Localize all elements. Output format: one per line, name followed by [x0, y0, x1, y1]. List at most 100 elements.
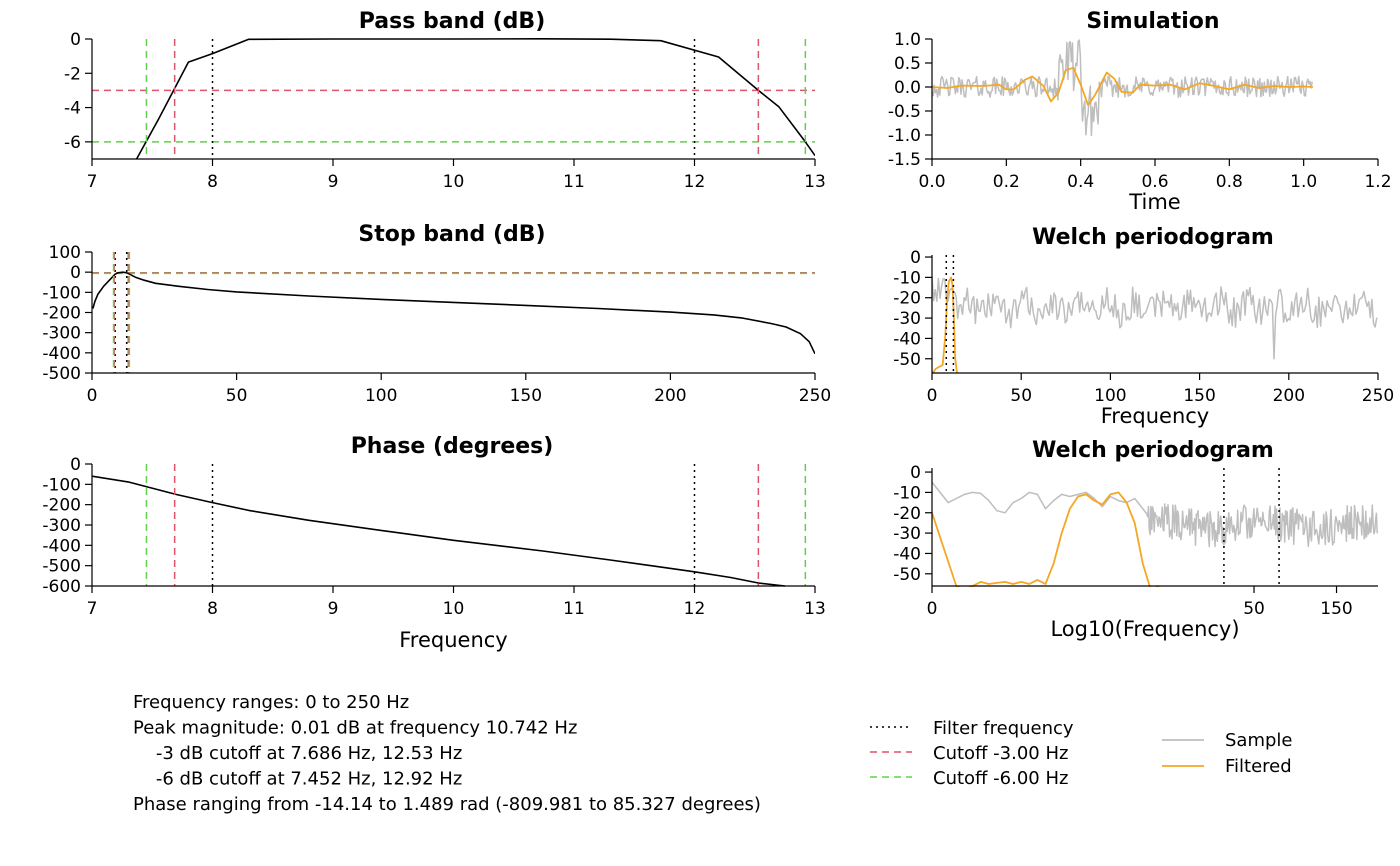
x-axis-label: Frequency	[399, 628, 508, 652]
y-tick-label: -200	[42, 304, 81, 324]
x-tick-label: 10	[443, 172, 465, 192]
series-sample	[932, 275, 1378, 360]
x-tick-label: 0.6	[1141, 172, 1168, 192]
x-tick-label: 7	[87, 599, 98, 619]
y-tick-label: -400	[42, 536, 81, 556]
summary-line: Peak magnitude: 0.01 dB at frequency 10.…	[133, 718, 577, 739]
summary-line: -3 dB cutoff at 7.686 Hz, 12.53 Hz	[133, 743, 462, 764]
x-tick-label: 0.8	[1216, 172, 1243, 192]
y-tick-label: -600	[42, 577, 81, 597]
y-tick-label: -50	[893, 350, 921, 370]
y-tick-label: -300	[42, 324, 81, 344]
chart-title: Simulation	[1086, 9, 1219, 34]
legend-label: Cutoff -6.00 Hz	[933, 768, 1068, 789]
y-tick-label: -100	[42, 475, 81, 495]
x-tick-label: 200	[654, 386, 686, 406]
plot-area	[92, 38, 815, 160]
plot-area	[932, 468, 1378, 587]
y-tick-label: -20	[893, 504, 921, 524]
x-tick-label: 7	[87, 172, 98, 192]
chart-simulation: Simulation 0.0 0.2 0.4 0.6 0.8 1.0 1.2 1.0 0.5 0.0…	[888, 9, 1392, 214]
y-tick-label: -500	[42, 364, 81, 384]
y-tick-label: -10	[893, 268, 921, 288]
series-response	[92, 271, 815, 355]
x-tick-label: 0.4	[1067, 172, 1094, 192]
plot-area	[932, 255, 1378, 374]
x-tick-label: 150	[510, 386, 542, 406]
x-tick-label: 8	[207, 172, 218, 192]
x-tick-label: 250	[1362, 386, 1394, 406]
y-tick-label: 0.5	[894, 54, 921, 74]
y-tick-label: -4	[64, 99, 81, 119]
x-tick-label: 100	[1094, 386, 1126, 406]
x-tick-label: 0	[927, 386, 938, 406]
plot-area	[932, 39, 1314, 137]
x-tick-label: 10	[443, 599, 465, 619]
y-tick-label: -30	[893, 309, 921, 329]
chart-title: Pass band (dB)	[359, 9, 546, 34]
chart-phase: Phase (degrees)7 8 9 10 11 12 130-100-200-300-…	[42, 434, 825, 652]
series-response	[135, 38, 815, 160]
x-tick-label: 150	[1183, 386, 1215, 406]
legend-label: Sample	[1225, 730, 1293, 751]
series-filtered	[932, 276, 958, 374]
x-tick-label: 0	[87, 386, 98, 406]
y-tick-label: -30	[893, 524, 921, 544]
x-tick-label: 9	[328, 172, 339, 192]
series-sample	[932, 39, 1313, 137]
plot-area	[92, 464, 807, 587]
y-tick-label: 0	[910, 463, 921, 483]
y-tick-label: 0.0	[894, 78, 921, 98]
x-tick-label: 0.0	[918, 172, 945, 192]
y-tick-label: 1.0	[894, 30, 921, 50]
legend-reference-lines: Filter frequency Cutoff -3.00 Hz Cutoff -6…	[870, 718, 1074, 789]
series-response	[92, 475, 785, 587]
y-tick-label: -6	[64, 133, 81, 153]
chart-title: Welch periodogram	[1032, 225, 1274, 250]
y-tick-label: -1.5	[888, 150, 921, 170]
chart-stopband: Stop band (dB)0 50 100 150 200 2501000-100-20…	[42, 222, 831, 406]
y-tick-label: -0.5	[888, 102, 921, 122]
x-axis-label: Time	[1128, 190, 1180, 214]
x-tick-label: 9	[328, 599, 339, 619]
x-tick-label: 0.2	[993, 172, 1020, 192]
chart-title: Welch periodogram	[1032, 438, 1274, 463]
x-tick-label: 50	[226, 386, 248, 406]
x-tick-label: 12	[684, 172, 706, 192]
legend-label: Filter frequency	[933, 718, 1074, 739]
y-tick-label: -40	[893, 329, 921, 349]
x-tick-label: 11	[563, 599, 585, 619]
series-sample	[932, 481, 1378, 548]
x-tick-label: 250	[799, 386, 831, 406]
chart-title: Phase (degrees)	[351, 434, 554, 459]
x-tick-label: 12	[684, 599, 706, 619]
summary-line: Frequency ranges: 0 to 250 Hz	[133, 692, 409, 713]
x-tick-label: 11	[563, 172, 585, 192]
x-tick-label: 1.2	[1364, 172, 1391, 192]
y-tick-label: 100	[49, 243, 81, 263]
y-tick-label: 0	[910, 248, 921, 268]
summary-line: Phase ranging from -14.14 to 1.489 rad (…	[133, 794, 761, 815]
x-tick-label: 50	[1243, 599, 1265, 619]
x-tick-label: 50	[1010, 386, 1032, 406]
summary-text: Frequency ranges: 0 to 250 Hz Peak magnit…	[133, 692, 761, 815]
legend-series: Sample Filtered	[1162, 730, 1293, 777]
x-tick-label: 8	[207, 599, 218, 619]
y-tick-label: -40	[893, 544, 921, 564]
y-tick-label: -400	[42, 344, 81, 364]
y-tick-label: -20	[893, 289, 921, 309]
y-tick-label: 0	[70, 455, 81, 475]
x-axis-label: Log10(Frequency)	[1050, 617, 1239, 641]
y-tick-label: -300	[42, 516, 81, 536]
y-tick-label: -500	[42, 557, 81, 577]
x-tick-label: 0	[927, 599, 938, 619]
x-tick-label: 13	[804, 172, 826, 192]
y-tick-label: 0	[70, 30, 81, 50]
chart-title: Stop band (dB)	[358, 222, 545, 247]
series-filtered	[932, 66, 1314, 107]
summary-line: -6 dB cutoff at 7.452 Hz, 12.92 Hz	[133, 769, 462, 790]
legend-label: Cutoff -3.00 Hz	[933, 743, 1068, 764]
